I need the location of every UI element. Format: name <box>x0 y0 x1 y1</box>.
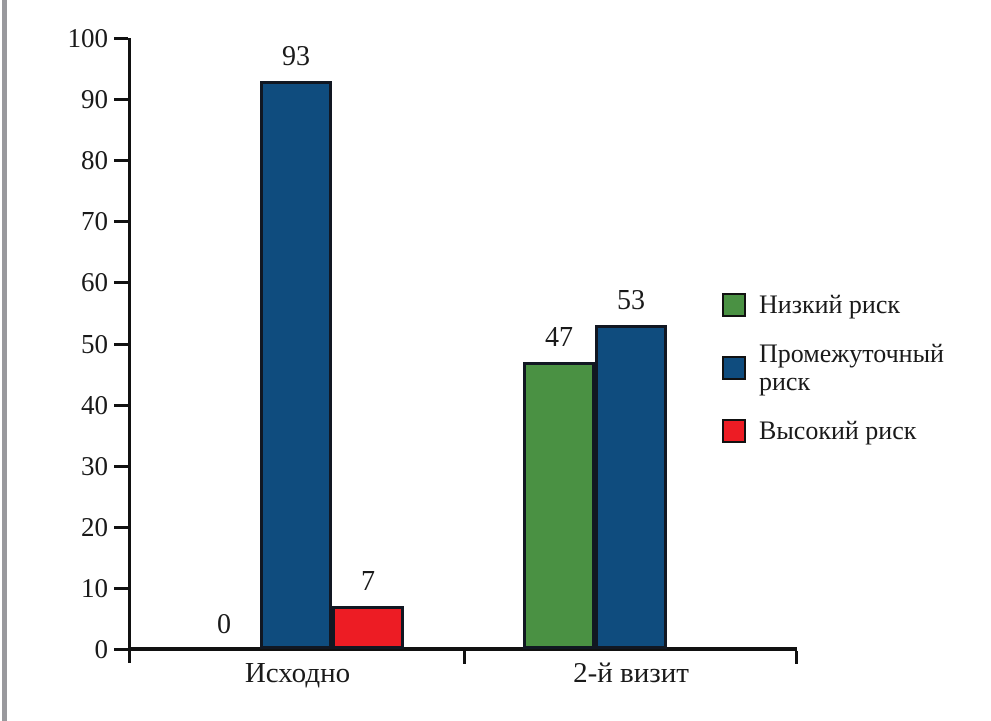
bar-value-label: 93 <box>282 41 310 72</box>
y-axis-tick <box>114 586 128 590</box>
y-axis-tick <box>114 525 128 529</box>
legend-item-high-risk: Высокий риск <box>722 417 964 445</box>
y-axis <box>128 38 131 663</box>
legend-label-intermediate-risk: Промежуточный риск <box>759 339 944 396</box>
bar-high-risk <box>332 606 404 649</box>
y-axis-tick-label: 10 <box>81 572 108 603</box>
y-axis-tick <box>114 464 128 468</box>
chart-legend: Низкий риск Промежуточный риск Высокий рис… <box>722 291 964 445</box>
x-axis-tick <box>463 651 466 664</box>
legend-swatch-high-risk <box>722 419 746 443</box>
y-axis-tick-label: 40 <box>81 389 108 420</box>
y-axis-tick-label: 80 <box>81 145 108 176</box>
y-axis-tick-label: 20 <box>81 511 108 542</box>
legend-swatch-low-risk <box>722 293 746 317</box>
legend-swatch-intermediate-risk <box>722 356 746 380</box>
y-axis-tick-label: 50 <box>81 328 108 359</box>
y-axis-tick-label: 60 <box>81 267 108 298</box>
bar-intermediate-risk <box>595 325 667 649</box>
y-axis-tick <box>114 159 128 163</box>
y-axis-tick-label: 70 <box>81 206 108 237</box>
y-axis-tick-label: 90 <box>81 84 108 115</box>
y-axis-tick-label: 30 <box>81 450 108 481</box>
bar-value-label: 47 <box>545 322 573 353</box>
bar-intermediate-risk <box>260 81 332 649</box>
x-category-label-visit2: 2-й визит <box>573 657 689 689</box>
x-axis-tick <box>795 651 798 664</box>
y-axis-tick <box>114 98 128 102</box>
y-axis-tick <box>114 342 128 346</box>
bar-value-label: 0 <box>217 609 231 640</box>
y-axis-tick-label: 100 <box>67 23 109 53</box>
y-axis-tick <box>114 220 128 224</box>
x-axis <box>128 647 797 651</box>
y-axis-tick <box>114 281 128 285</box>
y-axis-tick <box>114 648 128 651</box>
y-axis-tick-label: 0 <box>94 634 109 664</box>
y-axis-tick <box>114 37 128 40</box>
y-axis-tick <box>114 403 128 407</box>
x-category-label-baseline: Исходно <box>244 657 351 689</box>
bar-low-risk <box>523 362 595 649</box>
scan-edge-strip <box>2 0 7 721</box>
legend-label-high-risk: Высокий риск <box>759 416 917 445</box>
bar-value-label: 7 <box>361 566 375 597</box>
legend-item-low-risk: Низкий риск <box>722 291 964 319</box>
legend-item-intermediate-risk: Промежуточный риск <box>722 340 964 396</box>
legend-label-low-risk: Низкий риск <box>759 290 901 319</box>
bar-value-label: 53 <box>617 285 645 316</box>
